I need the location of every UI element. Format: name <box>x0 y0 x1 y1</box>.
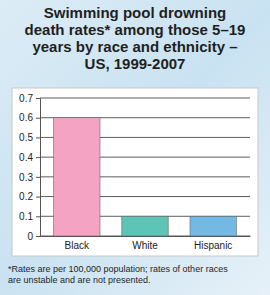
y-tick-mark <box>36 137 40 138</box>
y-tick-label: 0.3 <box>19 172 33 183</box>
x-tick-label: White <box>132 240 158 251</box>
x-tick: White <box>132 236 158 251</box>
title: US, 1999-2007 <box>85 55 186 72</box>
grid <box>40 98 250 236</box>
y-tick-mark <box>36 157 40 158</box>
y-tick: 0.3 <box>19 172 40 183</box>
bar <box>54 118 100 236</box>
y-axis: 0 0.1 0.2 0.3 0.4 0.5 0.6 0.7 <box>19 93 40 242</box>
y-tick: 0 <box>27 231 40 242</box>
chart: Swimming pool drowningdeath rates* among… <box>0 0 270 295</box>
y-axis-line <box>36 99 41 237</box>
y-tick: 0.5 <box>19 132 40 143</box>
title: death rates* among those 5–19 <box>25 21 246 38</box>
y-tick-mark <box>36 197 40 198</box>
y-tick: 0.7 <box>19 93 40 104</box>
x-tick-label: Hispanic <box>194 240 232 251</box>
footnote: are unstable and are not presented. <box>8 275 151 285</box>
x-tick: Black <box>65 236 90 251</box>
y-tick-mark <box>36 118 40 119</box>
y-tick-label: 0.7 <box>19 93 33 104</box>
y-tick: 0.4 <box>19 152 40 163</box>
chart-panel <box>12 88 258 256</box>
bar <box>122 216 168 236</box>
title: years by race and ethnicity – <box>32 38 237 55</box>
grid-line <box>40 98 250 99</box>
footnote: *Rates are per 100,000 population; rates… <box>8 264 228 274</box>
title: Swimming pool drowning <box>44 4 226 21</box>
bars <box>54 118 237 236</box>
x-tick: Hispanic <box>194 236 232 251</box>
y-tick-mark <box>36 216 40 217</box>
y-tick-mark <box>36 236 40 237</box>
y-tick-label: 0.1 <box>19 211 33 222</box>
y-tick-mark <box>36 98 40 99</box>
y-tick: 0.2 <box>19 191 40 202</box>
y-tick-label: 0 <box>27 231 33 242</box>
bar <box>190 216 236 236</box>
x-axis: Black White Hispanic <box>41 236 251 251</box>
y-tick-label: 0.4 <box>19 152 33 163</box>
y-tick: 0.6 <box>19 112 40 123</box>
y-tick-mark <box>36 177 40 178</box>
y-tick-label: 0.2 <box>19 191 33 202</box>
x-tick-label: Black <box>65 240 90 251</box>
y-tick-label: 0.5 <box>19 132 33 143</box>
y-tick-label: 0.6 <box>19 112 33 123</box>
x-axis-line <box>41 236 251 237</box>
y-tick: 0.1 <box>19 211 40 222</box>
